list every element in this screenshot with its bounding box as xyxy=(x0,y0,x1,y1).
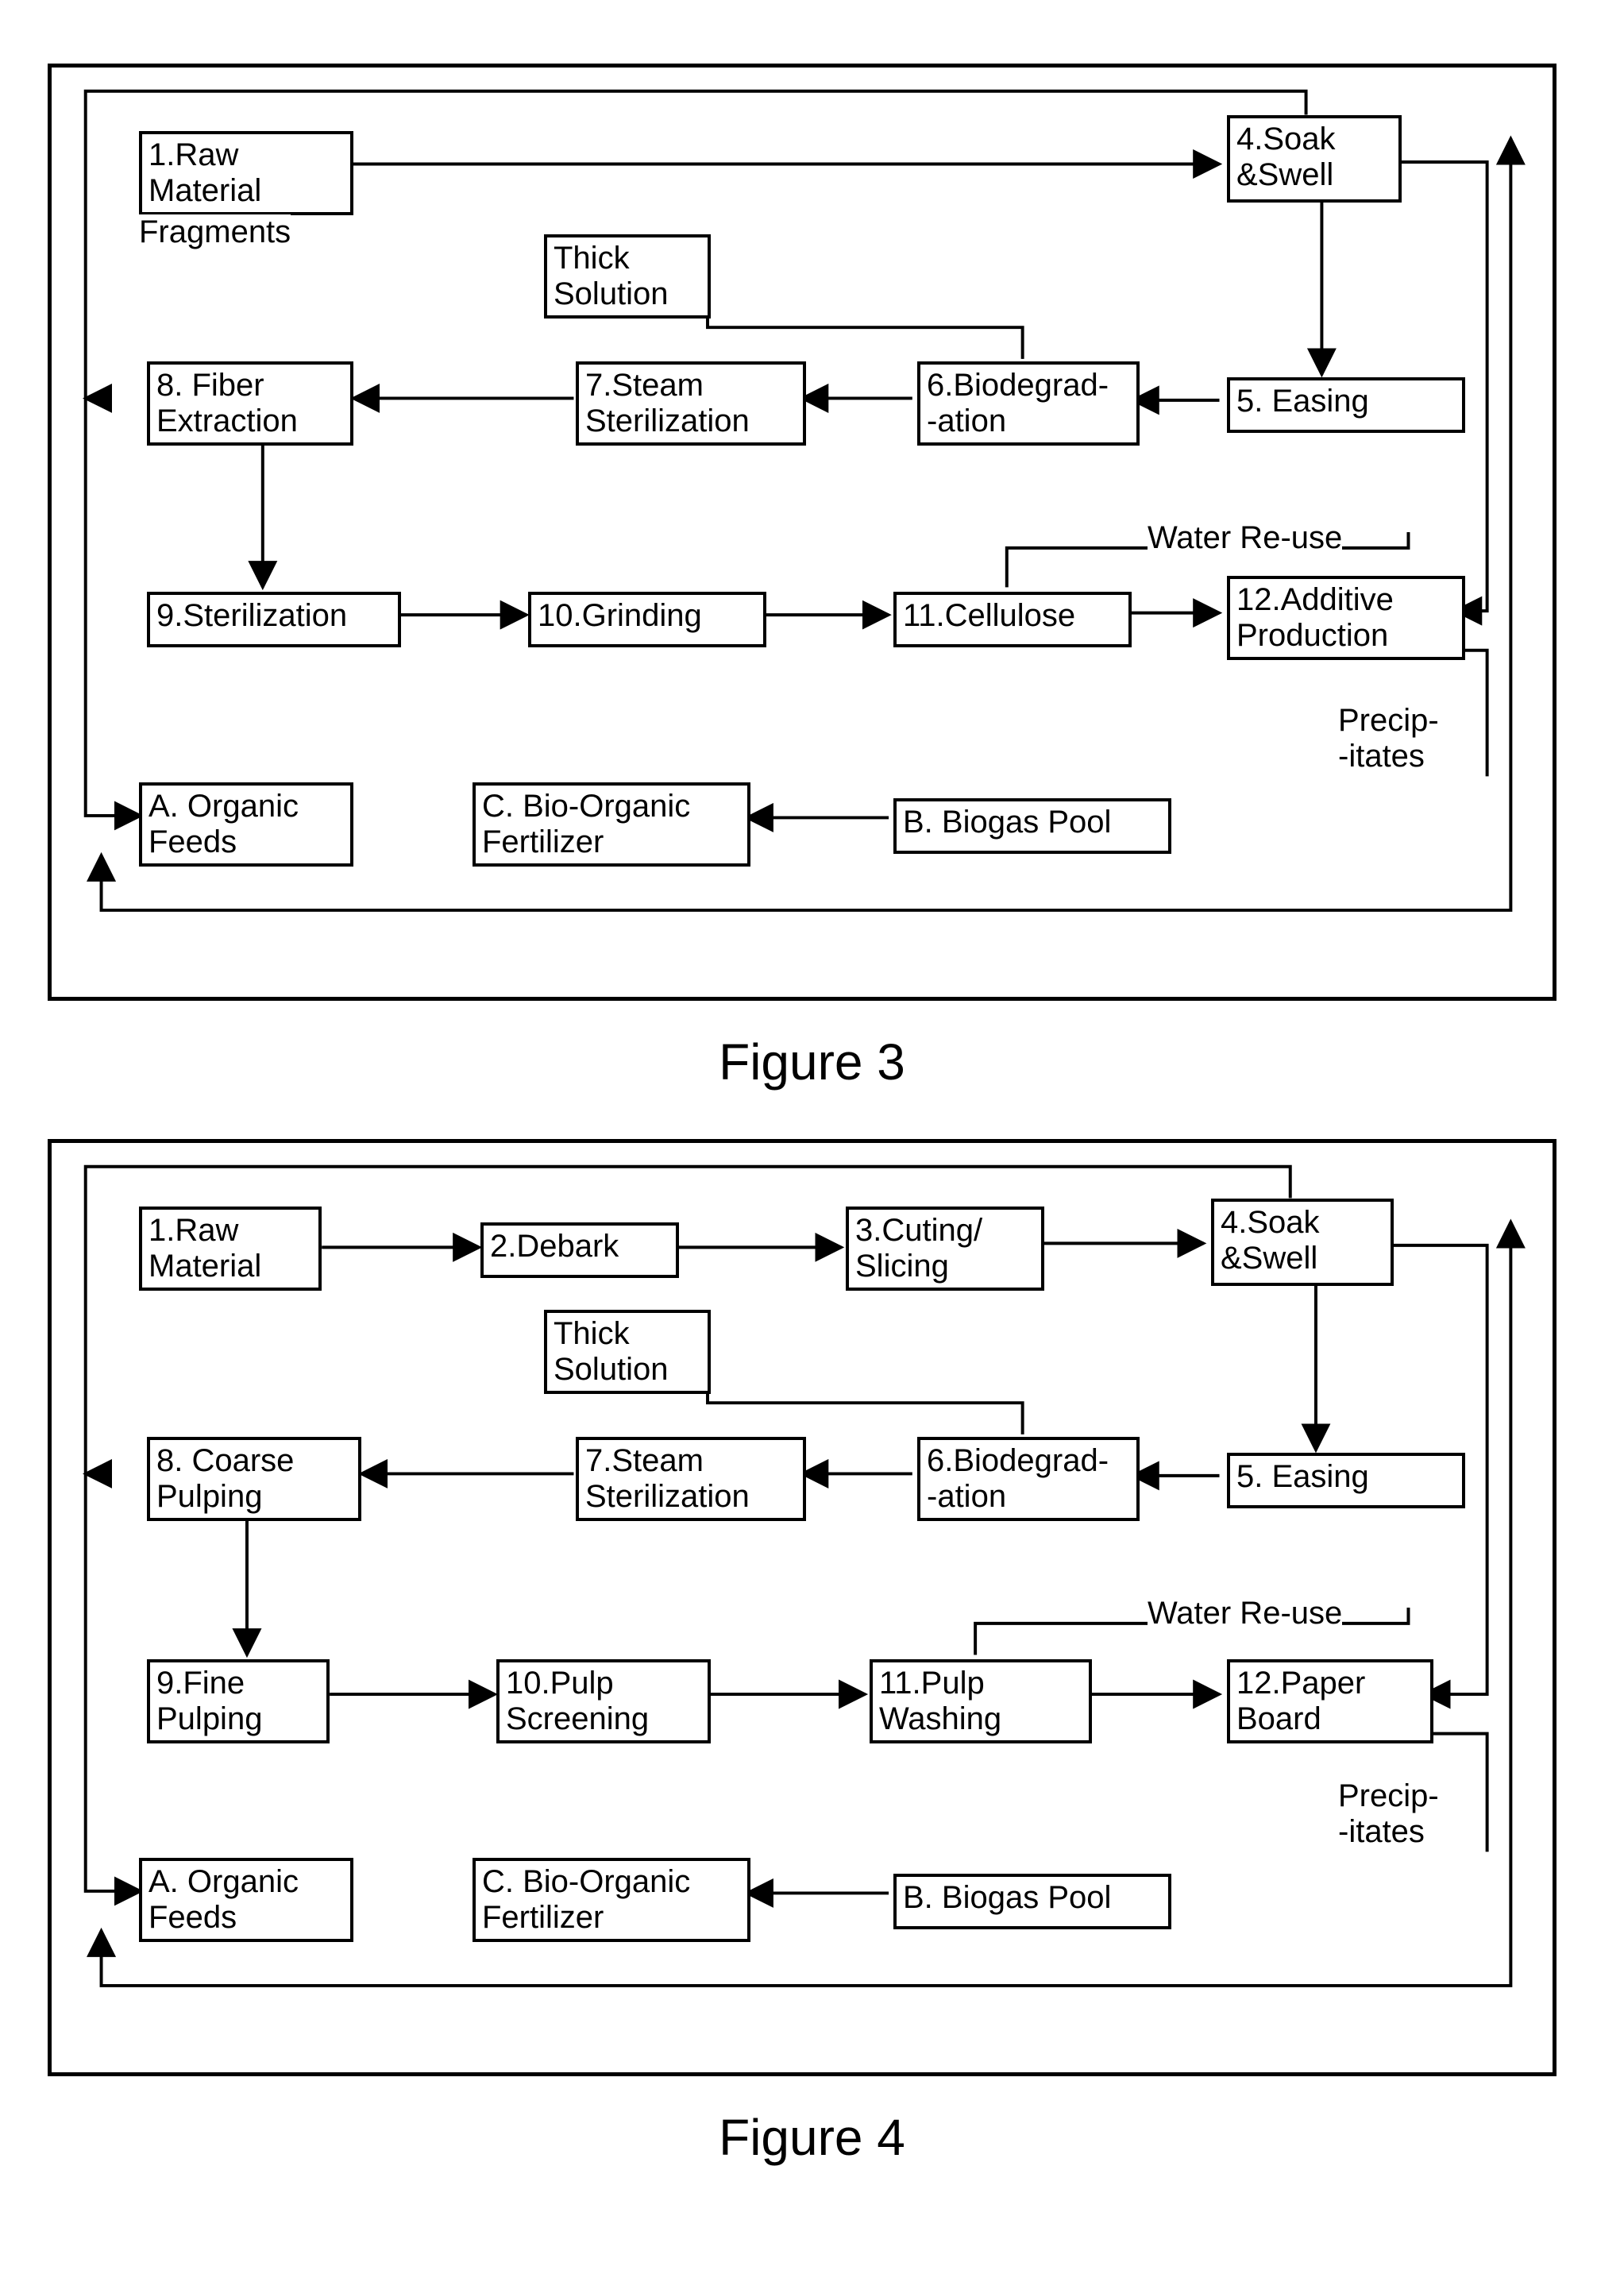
flowchart-label-precip: Precip- -itates xyxy=(1338,703,1439,774)
flowchart-node-n5: 5. Easing xyxy=(1227,377,1465,433)
flowchart-node-nC: C. Bio-Organic Fertilizer xyxy=(473,1858,750,1942)
flowchart-node-n10: 10.Grinding xyxy=(528,592,766,647)
flowchart-node-n3: 3.Cuting/ Slicing xyxy=(846,1207,1044,1291)
flowchart-node-n1: 1.Raw Material xyxy=(139,131,353,215)
flowchart-node-n4: 4.Soak &Swell xyxy=(1227,115,1402,203)
flowchart-label-reuse: Water Re-use xyxy=(1148,520,1342,556)
flowchart-node-nB: B. Biogas Pool xyxy=(893,1874,1171,1929)
flowchart-node-n6: 6.Biodegrad- -ation xyxy=(917,361,1140,446)
figure-4-caption: Figure 4 xyxy=(48,2108,1576,2167)
flowchart-node-n12: 12.Additive Production xyxy=(1227,576,1465,660)
flowchart-node-n11: 11.Cellulose xyxy=(893,592,1132,647)
figure-3-caption: Figure 3 xyxy=(48,1033,1576,1091)
flowchart-label-precip: Precip- -itates xyxy=(1338,1778,1439,1850)
flowchart-node-n11: 11.Pulp Washing xyxy=(870,1659,1092,1743)
flowchart-node-n6: 6.Biodegrad- -ation xyxy=(917,1437,1140,1521)
flowchart-node-n8: 8. Fiber Extraction xyxy=(147,361,353,446)
flowchart-label-reuse: Water Re-use xyxy=(1148,1596,1342,1631)
flowchart-node-n9: 9.Fine Pulping xyxy=(147,1659,330,1743)
flowchart-node-n5: 5. Easing xyxy=(1227,1453,1465,1508)
flowchart-node-n10: 10.Pulp Screening xyxy=(496,1659,711,1743)
figure-3-flowchart: 1.Raw Material 4.Soak &Swell 5. Easing 6.Bi… xyxy=(48,64,1556,1001)
flowchart-label-frag: Fragments xyxy=(139,214,291,250)
flowchart-node-n2: 2.Debark xyxy=(480,1222,679,1278)
figure-4-flowchart: 1.Raw Material 2.Debark 3.Cuting/ Slicing 4… xyxy=(48,1139,1556,2076)
flowchart-node-nC: C. Bio-Organic Fertilizer xyxy=(473,782,750,867)
flowchart-node-n4: 4.Soak &Swell xyxy=(1211,1199,1394,1286)
flowchart-node-thick: Thick Solution xyxy=(544,234,711,319)
flowchart-node-nB: B. Biogas Pool xyxy=(893,798,1171,854)
flowchart-node-nA: A. Organic Feeds xyxy=(139,782,353,867)
flowchart-node-n7: 7.Steam Sterilization xyxy=(576,1437,806,1521)
flowchart-node-n7: 7.Steam Sterilization xyxy=(576,361,806,446)
flowchart-node-thick: Thick Solution xyxy=(544,1310,711,1394)
flowchart-node-nA: A. Organic Feeds xyxy=(139,1858,353,1942)
flowchart-node-n8: 8. Coarse Pulping xyxy=(147,1437,361,1521)
flowchart-node-n12: 12.Paper Board xyxy=(1227,1659,1433,1743)
flowchart-node-n1: 1.Raw Material xyxy=(139,1207,322,1291)
flowchart-node-n9: 9.Sterilization xyxy=(147,592,401,647)
